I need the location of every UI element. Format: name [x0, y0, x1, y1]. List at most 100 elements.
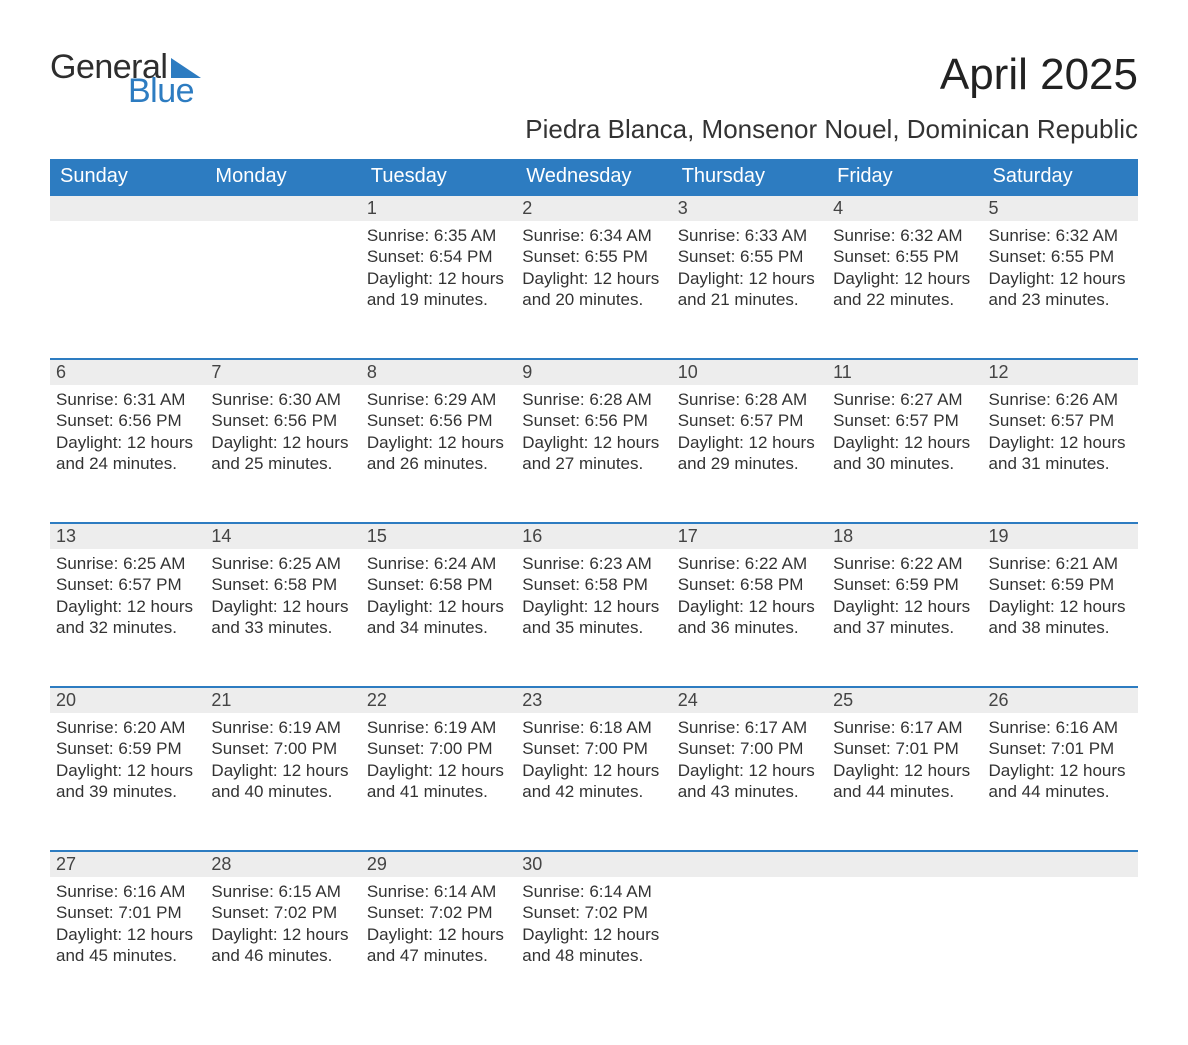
- day-daylight2: and 31 minutes.: [989, 453, 1132, 474]
- day-number-cell: 17: [672, 523, 827, 549]
- day-cell: [672, 877, 827, 1015]
- day-daylight2: and 22 minutes.: [833, 289, 976, 310]
- day-cell: [827, 877, 982, 1015]
- day-daylight1: Daylight: 12 hours: [211, 432, 354, 453]
- week-daynum-row: 13141516171819: [50, 523, 1138, 549]
- day-cell: Sunrise: 6:22 AMSunset: 6:59 PMDaylight:…: [827, 549, 982, 687]
- day-cell: Sunrise: 6:21 AMSunset: 6:59 PMDaylight:…: [983, 549, 1138, 687]
- day-number-cell: 16: [516, 523, 671, 549]
- day-cell: Sunrise: 6:16 AMSunset: 7:01 PMDaylight:…: [50, 877, 205, 1015]
- day-cell: Sunrise: 6:30 AMSunset: 6:56 PMDaylight:…: [205, 385, 360, 523]
- weekday-header-row: Sunday Monday Tuesday Wednesday Thursday…: [50, 159, 1138, 195]
- day-number-cell: 1: [361, 195, 516, 221]
- week-content-row: Sunrise: 6:20 AMSunset: 6:59 PMDaylight:…: [50, 713, 1138, 851]
- day-sunset: Sunset: 6:57 PM: [678, 410, 821, 431]
- day-number-cell: 11: [827, 359, 982, 385]
- day-sunset: Sunset: 6:58 PM: [522, 574, 665, 595]
- day-daylight1: Daylight: 12 hours: [833, 432, 976, 453]
- day-cell: Sunrise: 6:19 AMSunset: 7:00 PMDaylight:…: [361, 713, 516, 851]
- week-content-row: Sunrise: 6:25 AMSunset: 6:57 PMDaylight:…: [50, 549, 1138, 687]
- day-daylight2: and 27 minutes.: [522, 453, 665, 474]
- day-number-cell: 2: [516, 195, 671, 221]
- day-daylight1: Daylight: 12 hours: [833, 596, 976, 617]
- day-number-cell: 18: [827, 523, 982, 549]
- day-number-cell: 15: [361, 523, 516, 549]
- day-sunset: Sunset: 7:00 PM: [522, 738, 665, 759]
- day-sunrise: Sunrise: 6:28 AM: [522, 389, 665, 410]
- day-sunset: Sunset: 7:00 PM: [367, 738, 510, 759]
- day-sunset: Sunset: 6:58 PM: [367, 574, 510, 595]
- day-sunrise: Sunrise: 6:19 AM: [211, 717, 354, 738]
- day-number-cell: 3: [672, 195, 827, 221]
- day-sunset: Sunset: 7:02 PM: [522, 902, 665, 923]
- day-number-cell: [983, 851, 1138, 877]
- day-sunrise: Sunrise: 6:31 AM: [56, 389, 199, 410]
- weekday-header: Sunday: [50, 159, 205, 195]
- day-sunset: Sunset: 6:54 PM: [367, 246, 510, 267]
- day-sunrise: Sunrise: 6:16 AM: [56, 881, 199, 902]
- day-sunrise: Sunrise: 6:18 AM: [522, 717, 665, 738]
- day-number-cell: 30: [516, 851, 671, 877]
- day-sunrise: Sunrise: 6:20 AM: [56, 717, 199, 738]
- day-number-cell: 7: [205, 359, 360, 385]
- day-number-cell: 4: [827, 195, 982, 221]
- day-cell: Sunrise: 6:32 AMSunset: 6:55 PMDaylight:…: [827, 221, 982, 359]
- week-daynum-row: 6789101112: [50, 359, 1138, 385]
- day-sunset: Sunset: 7:01 PM: [56, 902, 199, 923]
- day-daylight2: and 41 minutes.: [367, 781, 510, 802]
- day-daylight2: and 32 minutes.: [56, 617, 199, 638]
- day-sunrise: Sunrise: 6:22 AM: [833, 553, 976, 574]
- day-sunrise: Sunrise: 6:19 AM: [367, 717, 510, 738]
- day-sunrise: Sunrise: 6:15 AM: [211, 881, 354, 902]
- day-sunset: Sunset: 7:00 PM: [211, 738, 354, 759]
- day-daylight1: Daylight: 12 hours: [833, 760, 976, 781]
- day-sunrise: Sunrise: 6:34 AM: [522, 225, 665, 246]
- weekday-header: Tuesday: [361, 159, 516, 195]
- weekday-header: Friday: [827, 159, 982, 195]
- week-daynum-row: 27282930: [50, 851, 1138, 877]
- day-daylight2: and 23 minutes.: [989, 289, 1132, 310]
- day-cell: Sunrise: 6:28 AMSunset: 6:57 PMDaylight:…: [672, 385, 827, 523]
- day-sunrise: Sunrise: 6:27 AM: [833, 389, 976, 410]
- day-daylight1: Daylight: 12 hours: [522, 924, 665, 945]
- day-cell: Sunrise: 6:20 AMSunset: 6:59 PMDaylight:…: [50, 713, 205, 851]
- day-daylight1: Daylight: 12 hours: [56, 596, 199, 617]
- day-sunrise: Sunrise: 6:21 AM: [989, 553, 1132, 574]
- day-daylight1: Daylight: 12 hours: [522, 432, 665, 453]
- day-number-cell: 8: [361, 359, 516, 385]
- weekday-header: Wednesday: [516, 159, 671, 195]
- day-daylight1: Daylight: 12 hours: [678, 268, 821, 289]
- day-sunset: Sunset: 7:02 PM: [367, 902, 510, 923]
- day-daylight1: Daylight: 12 hours: [367, 760, 510, 781]
- day-sunrise: Sunrise: 6:35 AM: [367, 225, 510, 246]
- day-daylight2: and 21 minutes.: [678, 289, 821, 310]
- day-number-cell: 22: [361, 687, 516, 713]
- week-content-row: Sunrise: 6:35 AMSunset: 6:54 PM Daylight:…: [50, 221, 1138, 359]
- day-cell: Sunrise: 6:22 AMSunset: 6:58 PMDaylight:…: [672, 549, 827, 687]
- day-daylight2: and 45 minutes.: [56, 945, 199, 966]
- day-number-cell: 19: [983, 523, 1138, 549]
- day-number-cell: 5: [983, 195, 1138, 221]
- day-daylight1: Daylight: 12 hours: [989, 268, 1132, 289]
- day-daylight2: and 38 minutes.: [989, 617, 1132, 638]
- day-daylight2: and 19 minutes.: [367, 289, 510, 310]
- day-daylight2: and 48 minutes.: [522, 945, 665, 966]
- day-sunset: Sunset: 6:56 PM: [56, 410, 199, 431]
- day-daylight1: Daylight: 12 hours: [989, 432, 1132, 453]
- day-sunset: Sunset: 6:57 PM: [989, 410, 1132, 431]
- day-daylight2: and 47 minutes.: [367, 945, 510, 966]
- day-number-cell: 26: [983, 687, 1138, 713]
- week-content-row: Sunrise: 6:31 AMSunset: 6:56 PMDaylight:…: [50, 385, 1138, 523]
- day-daylight1: Daylight: 12 hours: [522, 760, 665, 781]
- logo-word2: Blue: [128, 74, 201, 108]
- day-daylight1: Daylight: 12 hours: [211, 924, 354, 945]
- day-cell: Sunrise: 6:31 AMSunset: 6:56 PMDaylight:…: [50, 385, 205, 523]
- day-cell: Sunrise: 6:34 AMSunset: 6:55 PMDaylight:…: [516, 221, 671, 359]
- day-daylight2: and 35 minutes.: [522, 617, 665, 638]
- day-sunrise: Sunrise: 6:22 AM: [678, 553, 821, 574]
- day-daylight1: Daylight: 12 hours: [678, 760, 821, 781]
- day-sunset: Sunset: 6:56 PM: [522, 410, 665, 431]
- day-sunset: Sunset: 6:59 PM: [989, 574, 1132, 595]
- day-daylight2: and 46 minutes.: [211, 945, 354, 966]
- day-daylight2: and 40 minutes.: [211, 781, 354, 802]
